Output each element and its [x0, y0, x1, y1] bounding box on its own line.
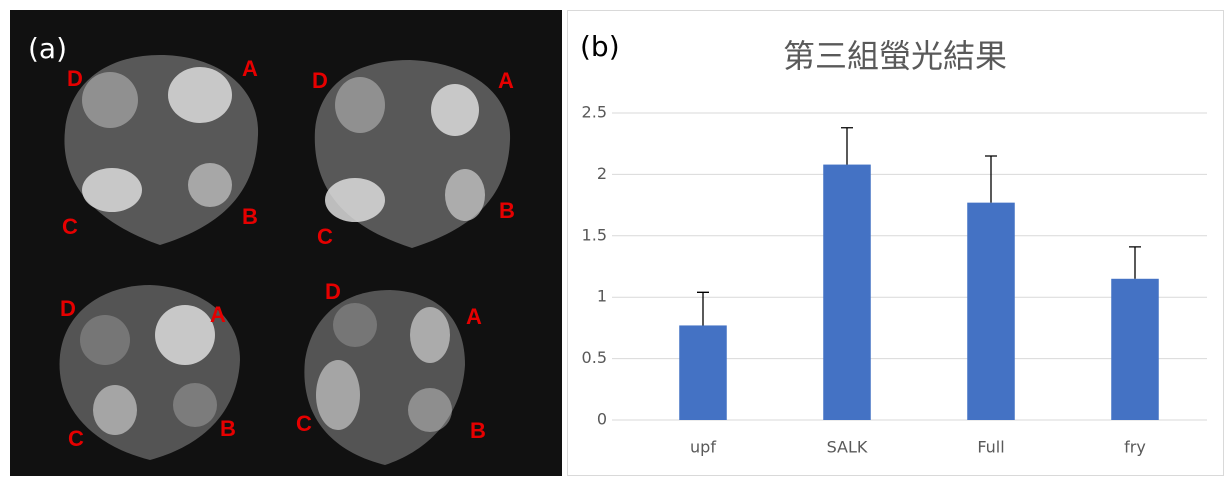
panel-label: (b)	[580, 30, 620, 63]
spot-label: D	[312, 68, 328, 93]
spot-label: B	[470, 418, 486, 443]
x-tick-label: fry	[1124, 438, 1146, 457]
y-tick-label: 2	[597, 164, 607, 183]
spot-label: C	[296, 411, 312, 436]
spot-label: A	[466, 304, 482, 329]
spot-label: A	[210, 302, 226, 327]
x-tick-label: Full	[977, 438, 1004, 457]
spot-label: D	[67, 66, 83, 91]
bar	[967, 203, 1015, 420]
y-tick-label: 0.5	[582, 348, 607, 367]
spot-label: C	[62, 214, 78, 239]
spot-label: D	[325, 279, 341, 304]
spot-label: B	[242, 204, 258, 229]
y-tick-label: 1.5	[582, 225, 607, 244]
bar	[679, 325, 727, 420]
bar	[823, 165, 871, 420]
y-tick-label: 0	[597, 410, 607, 429]
spot-label: A	[498, 68, 514, 93]
spot-label: A	[242, 56, 258, 81]
spot-label: D	[60, 296, 76, 321]
x-tick-label: SALK	[827, 438, 868, 457]
spot-label: B	[220, 416, 236, 441]
x-tick-label: upf	[690, 438, 716, 457]
panel-label: (a)	[28, 32, 67, 65]
spot-label: C	[68, 426, 84, 451]
bar	[1111, 279, 1159, 420]
y-tick-label: 1	[597, 287, 607, 306]
figure: (a) (b) 第三組螢光結果 A B C D A B C D A B C D A B C D 0 0.5 1 1.5…	[0, 0, 1224, 476]
spot-label: C	[317, 224, 333, 249]
y-tick-label: 2.5	[582, 103, 607, 122]
spot-label: B	[499, 198, 515, 223]
chart-title: 第三組螢光結果	[783, 37, 1007, 75]
